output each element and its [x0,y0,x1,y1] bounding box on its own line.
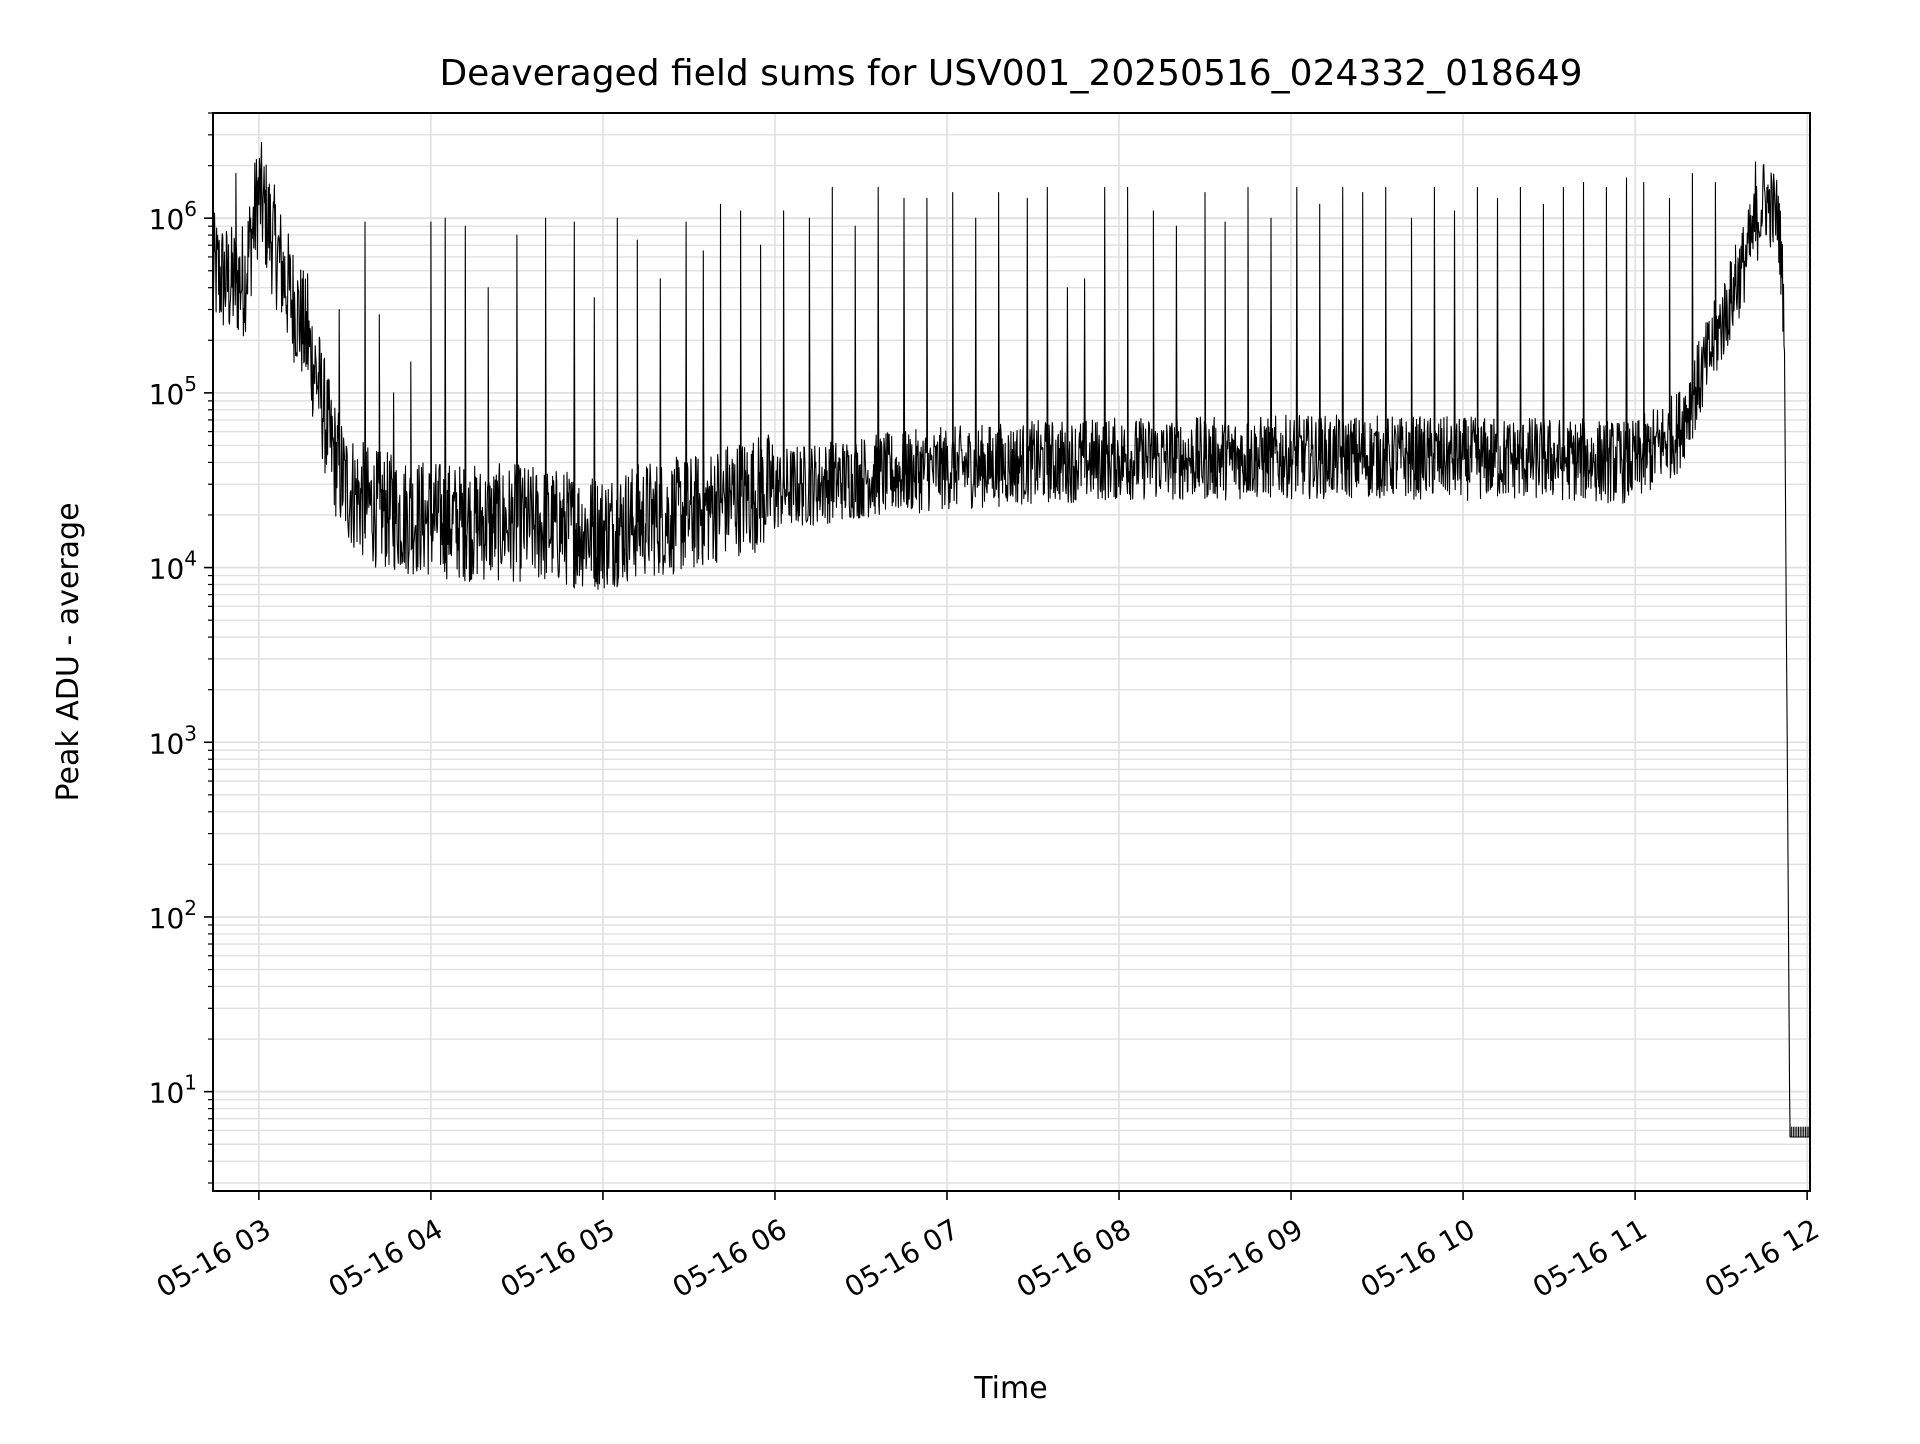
series-line [212,141,1810,1138]
y-tick-label: 102 [149,896,197,935]
chart-title: Deaveraged field sums for USV001_2025051… [439,53,1582,94]
y-tick-label: 106 [149,197,197,236]
x-axis-label: Time [973,1371,1047,1406]
y-tick-label: 103 [149,721,197,760]
y-tick-label: 101 [149,1071,197,1110]
y-axis-label: Peak ADU - average [51,502,86,801]
y-tick-label: 105 [149,372,197,411]
y-tick-label: 104 [149,547,197,586]
plot-frame [212,112,1811,1192]
